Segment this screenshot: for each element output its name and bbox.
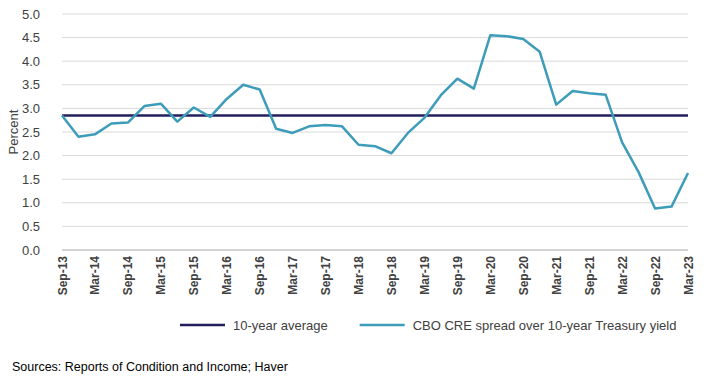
grid-line <box>62 37 688 38</box>
legend-label: CBO CRE spread over 10-year Treasury yie… <box>413 318 677 333</box>
y-axis-label: Percent <box>6 109 21 154</box>
y-tick-label: 2.0 <box>22 148 40 163</box>
x-tick-label: Sep-18 <box>385 256 399 296</box>
x-tick-label: Mar-18 <box>352 256 366 295</box>
grid-line <box>62 132 688 133</box>
series-line <box>62 114 688 117</box>
chart: 0.0 0.5 1.0 1.5 2.0 2.5 3.0 3.5 4.0 4.5 5.0 Percent… <box>0 0 725 383</box>
y-tick-label: 5.0 <box>22 7 40 22</box>
x-tick-label: Mar-19 <box>418 256 432 295</box>
grid-line <box>62 179 688 180</box>
x-tick-label: Sep-17 <box>319 256 333 296</box>
x-tick-label: Mar-14 <box>88 256 102 295</box>
y-tick-label: 0.5 <box>22 219 40 234</box>
x-axis-line <box>62 250 688 251</box>
x-tick-label: Sep-19 <box>451 256 465 296</box>
y-tick-label: 4.0 <box>22 54 40 69</box>
y-tick-label: 3.0 <box>22 101 40 116</box>
y-tick-label: 4.5 <box>22 30 40 45</box>
y-tick-label: 2.5 <box>22 125 40 140</box>
x-tick-label: Mar-17 <box>286 256 300 295</box>
legend-label: 10-year average <box>233 318 328 333</box>
grid-line <box>62 226 688 227</box>
x-tick-label: Mar-22 <box>616 256 630 295</box>
x-tick-label: Mar-21 <box>550 256 564 295</box>
x-tick-label: Mar-16 <box>220 256 234 295</box>
x-tick-label: Sep-13 <box>56 256 70 296</box>
y-tick-label: 3.5 <box>22 77 40 92</box>
grid-line <box>62 202 688 203</box>
x-tick-label: Sep-14 <box>121 256 135 296</box>
source-note: Sources: Reports of Condition and Income… <box>12 360 288 374</box>
grid-line <box>62 108 688 109</box>
grid-line <box>62 155 688 156</box>
grid-line <box>62 14 688 15</box>
x-tick-label: Sep-16 <box>253 256 267 296</box>
legend-swatch <box>360 324 405 327</box>
legend-swatch <box>180 324 225 327</box>
x-tick-label: Sep-20 <box>517 256 531 296</box>
y-tick-label: 1.5 <box>22 172 40 187</box>
x-tick-label: Mar-20 <box>484 256 498 295</box>
series-line <box>62 35 688 208</box>
x-tick-label: Sep-22 <box>649 256 663 296</box>
plot-area <box>62 35 688 208</box>
y-tick-label: 0.0 <box>22 243 40 258</box>
x-tick-label: Sep-21 <box>583 256 597 296</box>
x-tick-label: Mar-23 <box>682 256 696 295</box>
grid-line <box>62 84 688 85</box>
grid-line <box>62 61 688 62</box>
x-tick-label: Mar-15 <box>154 256 168 295</box>
y-tick-label: 1.0 <box>22 195 40 210</box>
x-tick-label: Sep-15 <box>187 256 201 296</box>
